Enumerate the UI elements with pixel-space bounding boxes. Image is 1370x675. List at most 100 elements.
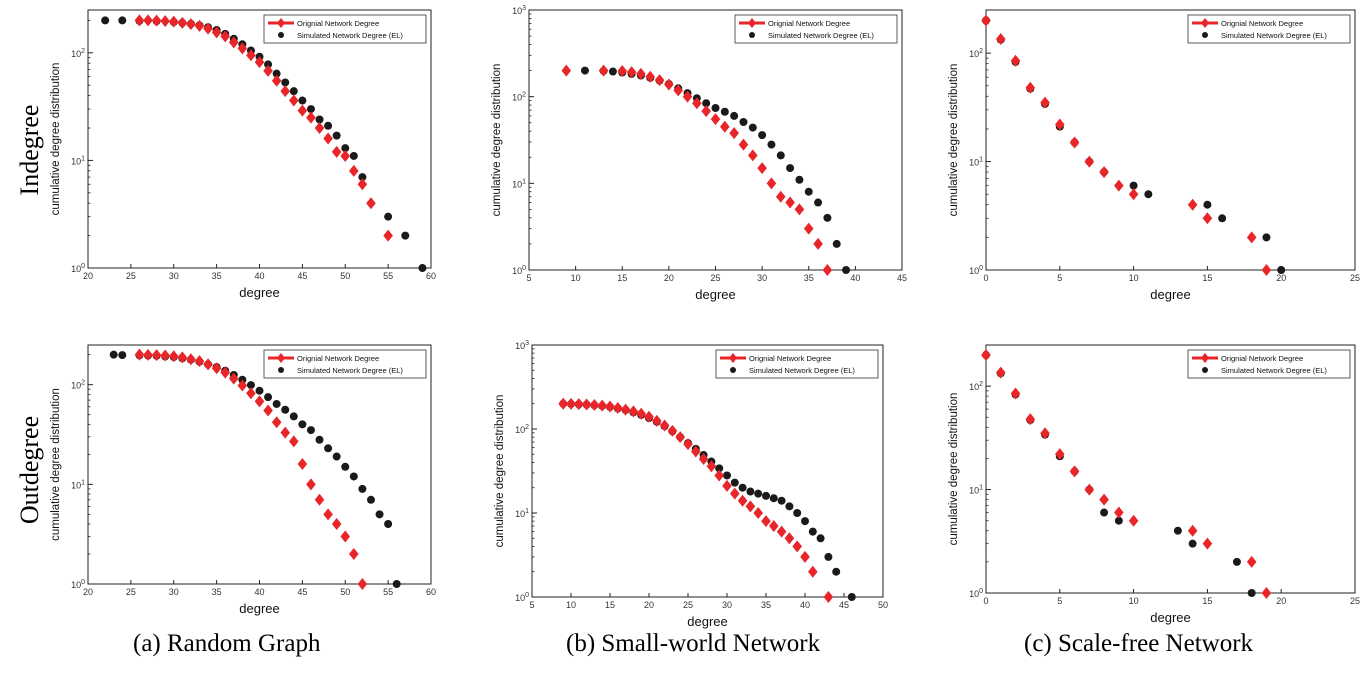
point-original	[1114, 179, 1124, 192]
legend-label-original: Orignial Network Degree	[297, 354, 379, 363]
point-simulated	[349, 151, 358, 160]
y-axis-label: cumulative degree distribution	[50, 388, 62, 541]
point-simulated	[746, 487, 755, 496]
point-original	[237, 379, 248, 392]
point-simulated	[341, 144, 350, 153]
point-simulated	[715, 464, 724, 473]
point-original	[981, 349, 991, 362]
x-tick-label: 45	[297, 587, 307, 597]
point-original	[794, 203, 805, 216]
point-simulated	[777, 496, 786, 505]
x-tick-label: 20	[644, 600, 654, 610]
legend-box	[734, 14, 898, 44]
point-original	[340, 149, 351, 162]
point-original	[1069, 465, 1080, 478]
point-simulated	[401, 231, 410, 240]
point-original	[589, 399, 600, 412]
point-original	[667, 424, 678, 437]
point-original	[1128, 188, 1139, 201]
point-original	[211, 362, 222, 375]
point-original	[203, 22, 213, 35]
point-simulated	[723, 471, 731, 480]
plots-canvas: 20 25 30 35 40 45 50 55 60100101102degreecumulat…	[50, 5, 1360, 629]
point-original	[186, 18, 196, 31]
point-original	[151, 14, 162, 27]
point-original	[566, 397, 576, 410]
point-simulated	[1232, 557, 1241, 566]
point-simulated	[608, 67, 617, 76]
x-tick-label: 35	[804, 273, 814, 283]
point-simulated	[769, 494, 778, 503]
plot-area-frame	[531, 344, 884, 598]
x-tick-label: 25	[1350, 596, 1360, 606]
legend-label-simulated: Simulated Network Degree (EL)	[297, 366, 403, 375]
point-simulated	[315, 115, 324, 124]
point-simulated	[332, 131, 341, 140]
point-simulated	[1144, 190, 1153, 199]
point-original	[297, 457, 308, 470]
point-original	[691, 445, 701, 458]
point-original	[151, 349, 162, 362]
x-tick-label: 5	[526, 273, 531, 283]
point-original	[803, 222, 814, 235]
point-original	[271, 74, 282, 87]
point-simulated	[324, 121, 333, 130]
point-simulated	[384, 212, 393, 221]
x-tick-label: 40	[254, 587, 264, 597]
point-simulated	[776, 151, 785, 160]
y-tick-label: 100	[512, 265, 526, 276]
point-original	[357, 178, 368, 191]
point-simulated	[808, 527, 817, 536]
plot-area-frame	[985, 344, 1356, 594]
point-original	[194, 355, 205, 368]
point-original	[1246, 231, 1257, 244]
point-simulated	[1188, 539, 1197, 548]
point-simulated	[101, 16, 110, 25]
x-tick-label: 50	[340, 271, 350, 281]
x-tick-label: 20	[664, 273, 674, 283]
point-original	[823, 591, 834, 603]
legend-marker-original	[1201, 353, 1209, 363]
series-original	[981, 14, 1272, 276]
x-tick-label: 10	[1129, 596, 1139, 606]
x-tick-label: 25	[1350, 273, 1360, 283]
point-original	[1025, 81, 1036, 94]
point-original	[776, 525, 787, 538]
point-simulated	[730, 111, 739, 120]
chart-random-outdegree: 20 25 30 35 40 45 50 55 60 100 101 102 degree cumulat…	[50, 344, 436, 616]
point-original	[558, 397, 568, 410]
point-simulated	[580, 66, 589, 75]
point-original	[143, 14, 153, 27]
point-simulated	[281, 405, 290, 414]
legend-marker-original	[277, 353, 285, 363]
point-original	[664, 78, 674, 91]
point-original	[134, 14, 145, 27]
point-original	[581, 398, 592, 411]
point-simulated	[816, 534, 825, 543]
point-original	[220, 30, 230, 43]
point-original	[1010, 387, 1021, 400]
legend-label-original: Orignial Network Degree	[768, 19, 850, 28]
point-original	[822, 264, 833, 276]
point-original	[1202, 212, 1213, 225]
point-simulated	[847, 593, 856, 601]
point-original	[598, 64, 609, 77]
point-original	[357, 578, 368, 590]
point-simulated	[762, 491, 770, 500]
legend-label-original: Orignial Network Degree	[749, 354, 831, 363]
point-original	[636, 67, 646, 80]
point-original	[366, 197, 376, 210]
point-simulated	[358, 173, 367, 182]
point-simulated	[289, 87, 298, 96]
series-original	[134, 348, 368, 590]
y-axis-label: cumulative degree distribution	[948, 64, 960, 217]
point-original	[1261, 264, 1272, 276]
point-original	[808, 565, 818, 578]
point-original	[605, 400, 615, 413]
point-original	[1128, 514, 1139, 527]
point-simulated	[842, 266, 851, 274]
y-tick-label: 102	[969, 48, 983, 59]
series-simulated	[101, 16, 427, 272]
point-original	[349, 547, 359, 560]
point-original	[1202, 537, 1213, 550]
